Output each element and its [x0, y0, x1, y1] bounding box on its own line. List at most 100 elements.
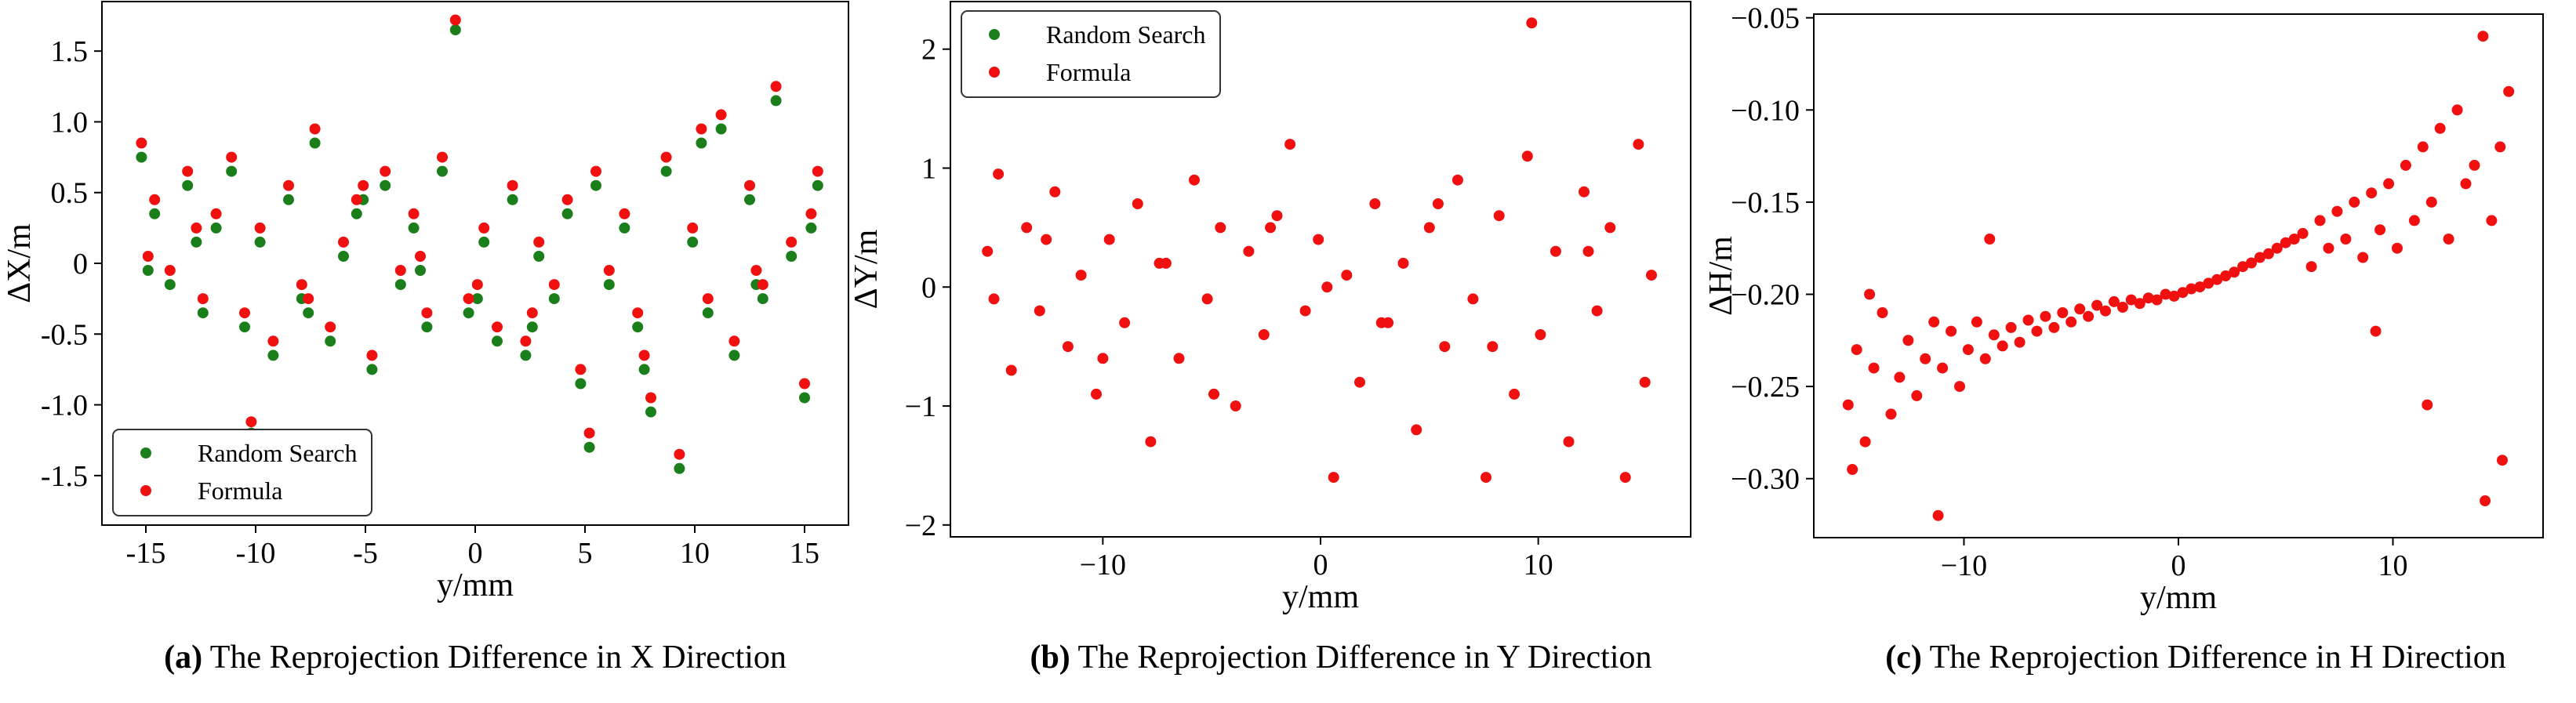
data-point [1230, 400, 1241, 411]
data-point [296, 279, 307, 291]
y-tick-label: −0.25 [1731, 371, 1800, 404]
data-point [2392, 242, 2403, 254]
data-point [2400, 159, 2411, 171]
data-point [283, 179, 294, 191]
data-point [583, 441, 595, 453]
data-point [254, 236, 266, 248]
data-point [380, 179, 391, 191]
x-tick-label: 5 [578, 537, 593, 570]
y-tick-label: 0.5 [51, 177, 89, 210]
data-point [2083, 310, 2095, 322]
data-point [702, 307, 714, 319]
y-axis-label: ΔH/m [1703, 236, 1739, 316]
data-point [1201, 293, 1213, 305]
legend-box [112, 429, 372, 516]
panel-caption: (c) The Reprojection Difference in H Dir… [1885, 640, 2505, 676]
data-point [2366, 187, 2378, 199]
data-point [1894, 371, 1906, 383]
plot-frame [1813, 13, 2544, 538]
data-point [492, 321, 503, 333]
data-point [149, 208, 161, 219]
caption-text: The Reprojection Difference in X Directi… [202, 640, 787, 676]
data-point [520, 350, 532, 361]
data-point [1097, 353, 1109, 364]
data-point [1847, 464, 1858, 475]
data-point [226, 151, 238, 163]
data-point [507, 179, 518, 191]
y-tick-label: 0 [921, 271, 936, 304]
data-point [182, 179, 194, 191]
legend-marker [989, 67, 1000, 78]
data-point [1928, 316, 1940, 328]
data-point [2469, 159, 2480, 171]
data-point [2331, 205, 2343, 217]
caption-label: (b) [1030, 640, 1070, 676]
y-axis-label: ΔX/m [2, 223, 38, 303]
data-point [1604, 222, 1616, 234]
data-point [2211, 274, 2223, 285]
y-tick-label: −0.05 [1731, 2, 1800, 35]
data-point [478, 222, 490, 234]
data-point [2048, 321, 2060, 333]
data-point [786, 251, 798, 262]
data-point [744, 179, 755, 191]
legend: Random Search Formula [961, 10, 1221, 98]
data-point [728, 350, 740, 361]
data-point [210, 222, 222, 234]
data-point [351, 194, 362, 205]
data-point [1979, 353, 1991, 364]
data-point [478, 236, 490, 248]
series-points [1842, 31, 2515, 521]
data-point [1208, 388, 1219, 400]
x-tick-label: 15 [790, 537, 819, 570]
data-point [239, 307, 250, 319]
data-point [2151, 294, 2163, 306]
data-point [632, 307, 644, 319]
data-point [2091, 299, 2103, 311]
data-point [1920, 353, 1931, 364]
data-point [1041, 234, 1052, 245]
data-point [239, 321, 250, 333]
data-point [799, 378, 810, 390]
data-point [164, 279, 176, 291]
data-point [2246, 257, 2257, 269]
data-point [1937, 362, 1949, 374]
data-point [366, 364, 378, 375]
data-point [142, 265, 154, 276]
data-point [1521, 150, 1533, 162]
legend-marker [140, 485, 151, 496]
y-tick-label: -0.5 [41, 318, 88, 351]
y-tick-label: −0.20 [1731, 279, 1800, 312]
data-point [1154, 257, 1165, 269]
data-point [2220, 270, 2232, 281]
legend-box [961, 10, 1221, 98]
data-point [267, 335, 279, 347]
data-point [2194, 281, 2206, 293]
data-point [2323, 242, 2334, 254]
data-point [632, 321, 644, 333]
data-point [2370, 325, 2382, 337]
data-point [1911, 390, 1923, 401]
data-point [1535, 329, 1546, 340]
data-point [1132, 198, 1143, 209]
data-point [2108, 295, 2120, 307]
data-point [1971, 316, 1982, 328]
panel-h-direction: −10 0 10 −0.30 −0.25 −0.20 −0.15 −0.10 −0.05 y/mm… [1703, 2, 2544, 676]
y-tick-label: 1 [921, 152, 936, 185]
data-point [2229, 266, 2240, 278]
data-point [561, 208, 573, 219]
data-point [1902, 335, 1914, 346]
data-point [1582, 245, 1594, 257]
data-point [2486, 215, 2498, 226]
data-point [1423, 222, 1435, 234]
data-point [715, 123, 727, 135]
data-point [1034, 305, 1045, 317]
data-point [812, 179, 823, 191]
data-point [149, 194, 161, 205]
data-point [2271, 242, 2283, 254]
caption-text: The Reprojection Difference in Y Directi… [1070, 640, 1652, 676]
x-tick-label: 0 [2171, 549, 2186, 582]
data-point [1119, 317, 1131, 328]
data-point [226, 165, 238, 177]
data-point [603, 265, 615, 276]
